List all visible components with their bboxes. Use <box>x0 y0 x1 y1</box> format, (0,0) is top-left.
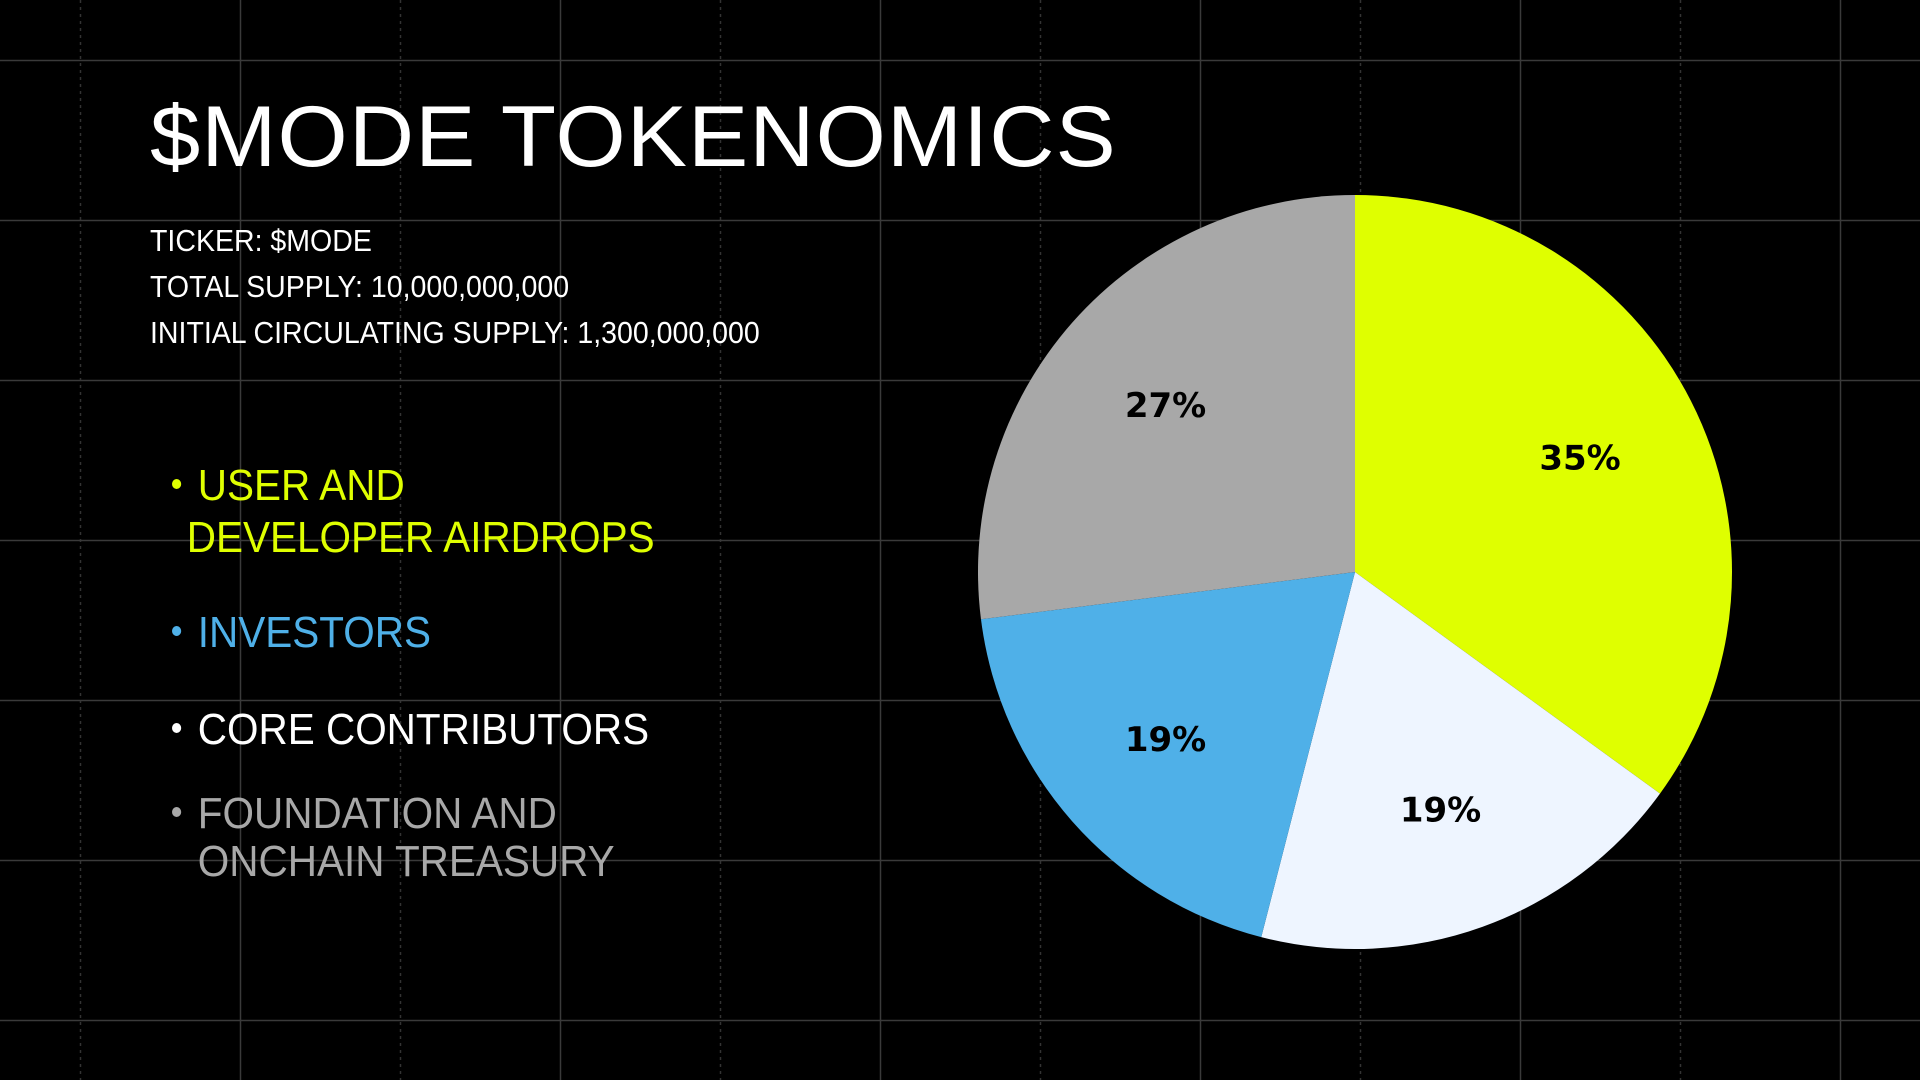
bullet-icon <box>172 479 182 490</box>
pie-slice-label: 35% <box>1539 438 1620 478</box>
pie-slice <box>1355 195 1732 794</box>
legend-label: FOUNDATION AND <box>197 789 557 838</box>
pie-slice-label: 19% <box>1400 791 1481 831</box>
legend-label: USER AND <box>197 461 405 510</box>
legend-item-core-contributors: CORE CONTRIBUTORS <box>172 704 649 756</box>
pie-slice-label: 27% <box>1125 386 1206 426</box>
ticker-text: TICKER: $MODE <box>150 223 372 258</box>
bullet-icon <box>172 723 182 734</box>
legend-label: CORE CONTRIBUTORS <box>197 705 650 754</box>
pie-slice <box>978 195 1355 620</box>
token-info: TICKER: $MODE TOTAL SUPPLY: 10,000,000,0… <box>150 218 760 356</box>
pie-slice-label: 19% <box>1125 720 1206 760</box>
page-title: $MODE TOKENOMICS <box>150 89 1117 185</box>
legend-item-investors: INVESTORS <box>172 607 431 659</box>
bullet-icon <box>172 626 182 637</box>
total-supply-text: TOTAL SUPPLY: 10,000,000,000 <box>150 269 570 304</box>
legend-label-line2: ONCHAIN TREASURY <box>197 837 615 886</box>
legend-label-line2: DEVELOPER AIRDROPS <box>186 513 655 562</box>
pie-slice <box>980 572 1355 938</box>
initial-circulating-text: INITIAL CIRCULATING SUPPLY: 1,300,000,00… <box>150 315 760 350</box>
legend-label: INVESTORS <box>197 608 431 657</box>
pie-slice <box>1261 572 1660 949</box>
legend-item-foundation: FOUNDATION AND ONCHAIN TREASURY <box>172 790 615 886</box>
legend-item-airdrops: USER AND DEVELOPER AIRDROPS <box>172 460 655 564</box>
bullet-icon <box>172 807 182 818</box>
